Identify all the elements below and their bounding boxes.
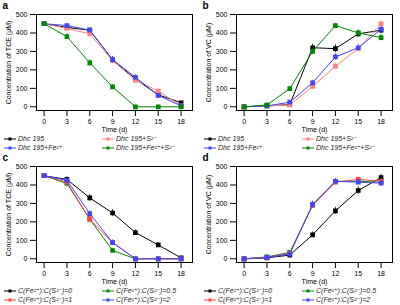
- svg-text:0: 0: [242, 118, 246, 125]
- svg-text:a: a: [3, 0, 9, 11]
- svg-text:Concentration of VC (μM): Concentration of VC (μM): [205, 175, 213, 255]
- svg-text:15: 15: [154, 118, 162, 125]
- html-text:C(Fe²⁺):C(S²⁻)=0: C(Fe²⁺):C(S²⁻)=0: [218, 287, 273, 294]
- svg-text:15: 15: [354, 270, 362, 277]
- svg-text:12: 12: [332, 118, 340, 125]
- svg-text:3: 3: [265, 270, 269, 277]
- svg-text:200: 200: [16, 66, 28, 73]
- html-text:C(Fe²⁺):C(S²⁻)=1: C(Fe²⁺):C(S²⁻)=1: [18, 296, 73, 303]
- svg-text:18: 18: [377, 118, 385, 125]
- svg-text:12: 12: [132, 270, 140, 277]
- svg-text:9: 9: [111, 270, 115, 277]
- svg-text:Time (d): Time (d): [102, 278, 128, 286]
- svg-text:0: 0: [42, 118, 46, 125]
- html-text:Dhc 195+Fe²⁺: Dhc 195+Fe²⁺: [18, 144, 63, 151]
- svg-text:500: 500: [216, 11, 228, 18]
- html-text:C(Fe²⁺):C(S²⁻)=0.5: C(Fe²⁺):C(S²⁻)=0.5: [316, 287, 377, 294]
- html-text:C(Fe²⁺):C(S²⁻)=1: C(Fe²⁺):C(S²⁻)=1: [218, 296, 273, 303]
- html-text:Dhc 195: Dhc 195: [18, 135, 45, 142]
- html-text:Dhc 195+Fe²⁺+S²⁻: Dhc 195+Fe²⁺+S²⁻: [116, 144, 176, 151]
- svg-text:0: 0: [24, 103, 28, 110]
- svg-text:15: 15: [154, 270, 162, 277]
- svg-text:Time (d): Time (d): [302, 126, 328, 134]
- svg-text:18: 18: [177, 270, 185, 277]
- svg-text:100: 100: [216, 237, 228, 244]
- svg-text:400: 400: [16, 29, 28, 36]
- svg-text:100: 100: [16, 85, 28, 92]
- svg-text:100: 100: [16, 237, 28, 244]
- svg-text:9: 9: [311, 270, 315, 277]
- svg-text:15: 15: [354, 118, 362, 125]
- svg-text:12: 12: [132, 118, 140, 125]
- svg-text:Concentration of VC (μM): Concentration of VC (μM): [205, 23, 213, 103]
- svg-text:6: 6: [88, 270, 92, 277]
- svg-text:6: 6: [288, 118, 292, 125]
- svg-text:Time (d): Time (d): [102, 126, 128, 134]
- svg-text:18: 18: [177, 118, 185, 125]
- svg-text:12: 12: [332, 270, 340, 277]
- svg-text:500: 500: [16, 11, 28, 18]
- svg-text:400: 400: [216, 181, 228, 188]
- svg-text:0: 0: [224, 103, 228, 110]
- svg-text:200: 200: [216, 66, 228, 73]
- html-text:C(Fe²⁺):C(S²⁻)=2: C(Fe²⁺):C(S²⁻)=2: [116, 296, 171, 303]
- svg-text:0: 0: [24, 255, 28, 262]
- svg-text:100: 100: [216, 85, 228, 92]
- svg-text:300: 300: [16, 48, 28, 55]
- html-text:Dhc 195+S²⁻: Dhc 195+S²⁻: [316, 135, 357, 142]
- svg-text:0: 0: [42, 270, 46, 277]
- svg-text:9: 9: [311, 118, 315, 125]
- svg-text:400: 400: [16, 181, 28, 188]
- svg-text:300: 300: [16, 200, 28, 207]
- html-text:Dhc 195+S²⁻: Dhc 195+S²⁻: [116, 135, 157, 142]
- html-text:C(Fe²⁺):C(S²⁻)=2: C(Fe²⁺):C(S²⁻)=2: [316, 296, 371, 303]
- svg-text:300: 300: [216, 48, 228, 55]
- svg-text:3: 3: [65, 118, 69, 125]
- svg-text:9: 9: [111, 118, 115, 125]
- svg-text:200: 200: [216, 218, 228, 225]
- svg-text:6: 6: [288, 270, 292, 277]
- svg-text:18: 18: [377, 270, 385, 277]
- svg-text:500: 500: [216, 163, 228, 170]
- svg-text:500: 500: [16, 163, 28, 170]
- html-text:Dhc 195+Fe²⁺+S²⁻: Dhc 195+Fe²⁺+S²⁻: [316, 144, 376, 151]
- svg-text:Time (d): Time (d): [302, 278, 328, 286]
- svg-text:6: 6: [88, 118, 92, 125]
- svg-text:200: 200: [16, 218, 28, 225]
- svg-text:0: 0: [242, 270, 246, 277]
- html-text:Dhc 195: Dhc 195: [218, 135, 245, 142]
- svg-text:Concentration of TCE (μM): Concentration of TCE (μM): [5, 173, 13, 257]
- html-text:Dhc 195+Fe²⁺: Dhc 195+Fe²⁺: [218, 144, 263, 151]
- svg-text:d: d: [203, 152, 209, 163]
- html-text:C(Fe²⁺):C(S²⁻)=0: C(Fe²⁺):C(S²⁻)=0: [18, 287, 73, 294]
- svg-text:3: 3: [265, 118, 269, 125]
- svg-text:0: 0: [224, 255, 228, 262]
- svg-text:Concentration of TCE (μM): Concentration of TCE (μM): [5, 21, 13, 105]
- svg-text:b: b: [203, 0, 209, 11]
- svg-text:3: 3: [65, 270, 69, 277]
- svg-text:c: c: [3, 152, 9, 163]
- svg-text:400: 400: [216, 29, 228, 36]
- svg-text:300: 300: [216, 200, 228, 207]
- html-text:C(Fe²⁺):C(S²⁻)=0.5: C(Fe²⁺):C(S²⁻)=0.5: [116, 287, 177, 294]
